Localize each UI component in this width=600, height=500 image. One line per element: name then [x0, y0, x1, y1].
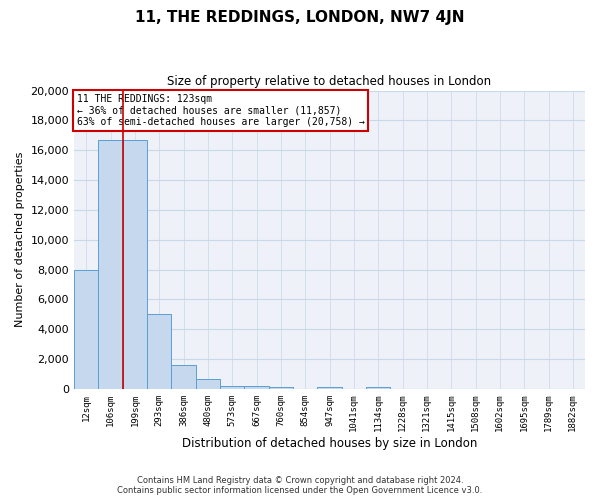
Bar	[147, 314, 172, 389]
Text: 11, THE REDDINGS, LONDON, NW7 4JN: 11, THE REDDINGS, LONDON, NW7 4JN	[135, 10, 465, 25]
Bar	[269, 388, 293, 389]
Text: 11 THE REDDINGS: 123sqm
← 36% of detached houses are smaller (11,857)
63% of sem: 11 THE REDDINGS: 123sqm ← 36% of detache…	[77, 94, 364, 126]
Bar	[123, 140, 147, 389]
Bar	[220, 386, 244, 389]
Bar	[244, 386, 269, 389]
X-axis label: Distribution of detached houses by size in London: Distribution of detached houses by size …	[182, 437, 477, 450]
Bar	[98, 140, 123, 389]
Bar	[366, 388, 391, 389]
Text: Contains HM Land Registry data © Crown copyright and database right 2024.
Contai: Contains HM Land Registry data © Crown c…	[118, 476, 482, 495]
Bar	[196, 378, 220, 389]
Bar	[172, 365, 196, 389]
Bar	[74, 270, 98, 389]
Title: Size of property relative to detached houses in London: Size of property relative to detached ho…	[167, 75, 491, 88]
Bar	[317, 388, 341, 389]
Y-axis label: Number of detached properties: Number of detached properties	[15, 152, 25, 328]
